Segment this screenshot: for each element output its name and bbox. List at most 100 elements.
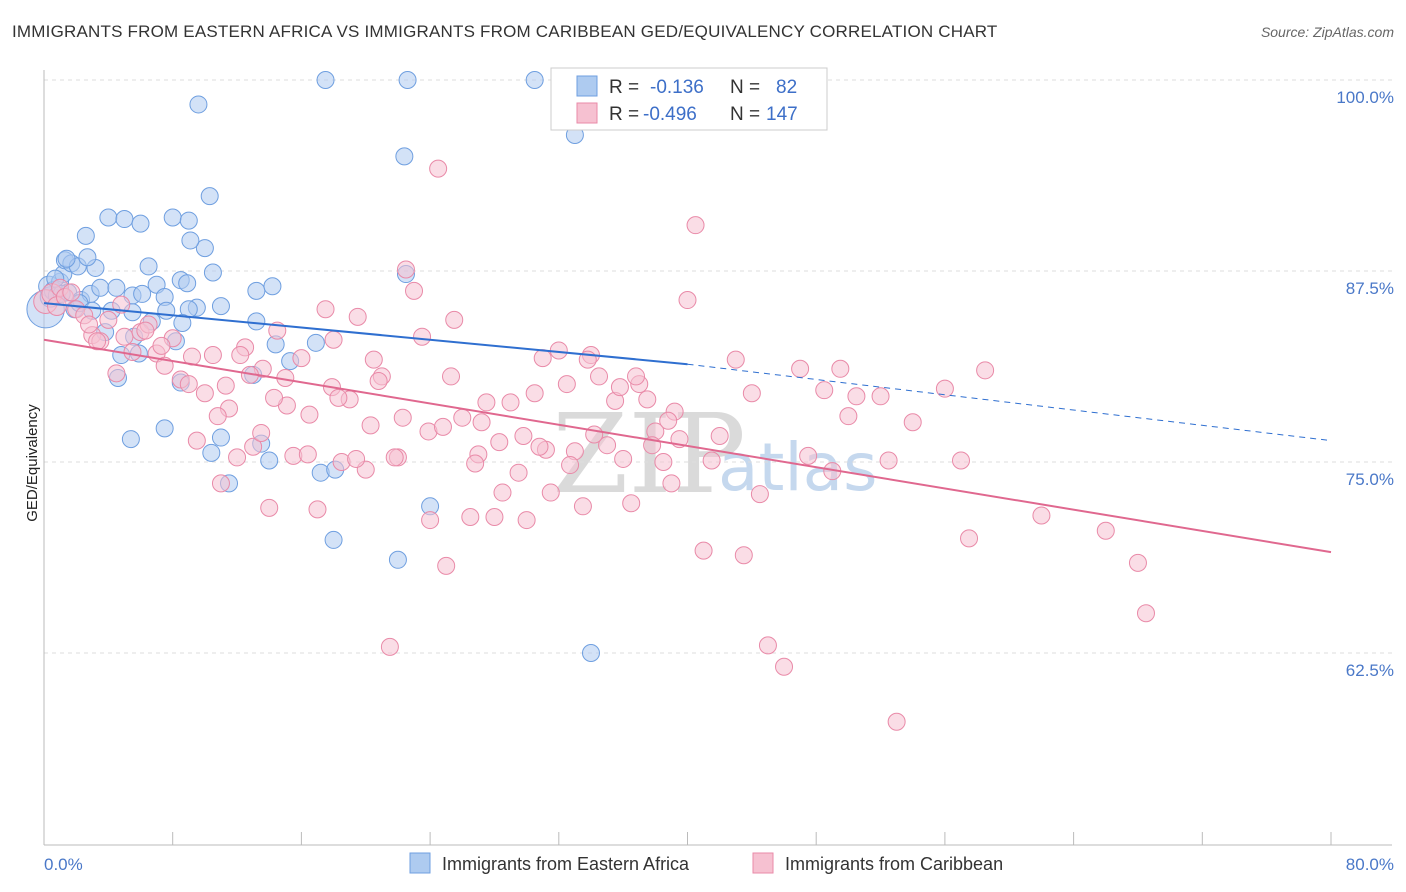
caribbean-point-69 xyxy=(573,497,592,516)
caribbean-point-144 xyxy=(610,378,629,397)
caribbean-point-17 xyxy=(155,356,174,375)
caribbean-point-52 xyxy=(437,556,456,575)
eastern-africa-point-51 xyxy=(260,451,279,470)
eastern-africa-point-46 xyxy=(211,428,230,447)
caribbean-point-77 xyxy=(638,390,657,409)
legend-n-label-2: N = xyxy=(730,104,760,125)
caribbean-point-53 xyxy=(445,310,464,329)
caribbean-point-145 xyxy=(659,411,678,430)
caribbean-point-38 xyxy=(324,330,343,349)
eastern-africa-point-43 xyxy=(173,313,192,332)
eastern-africa-point-31 xyxy=(203,263,222,282)
caribbean-point-140 xyxy=(433,417,452,436)
caribbean-point-131 xyxy=(627,367,646,386)
eastern-africa-point-52 xyxy=(263,277,282,296)
caribbean-point-39 xyxy=(332,453,351,471)
eastern-africa-point-16 xyxy=(91,278,110,297)
caribbean-point-96 xyxy=(871,387,890,406)
eastern-africa-point-79 xyxy=(133,284,152,303)
caribbean-point-115 xyxy=(231,346,250,365)
eastern-africa-point-59 xyxy=(324,530,343,549)
y-tick-labels: 62.5% 75.0% 87.5% 100.0% xyxy=(1336,88,1394,680)
caribbean-point-57 xyxy=(477,393,496,412)
eastern-africa-point-78 xyxy=(178,274,197,293)
y-tick-label-0: 62.5% xyxy=(1346,661,1394,680)
legend-swatch-eastern-africa xyxy=(576,75,598,97)
eastern-africa-point-75 xyxy=(247,312,266,331)
bottom-legend-label-eastern-africa: Immigrants from Eastern Africa xyxy=(442,854,690,874)
caribbean-point-99 xyxy=(903,413,922,432)
x-tick-label-1: 80.0% xyxy=(1346,855,1394,874)
caribbean-point-146 xyxy=(702,451,721,470)
caribbean-point-60 xyxy=(501,393,520,412)
eastern-africa-point-25 xyxy=(163,208,182,227)
caribbean-point-24 xyxy=(211,474,230,493)
trend-line-eastern-africa xyxy=(43,302,688,366)
legend-r-label-2: R = xyxy=(609,104,639,125)
eastern-africa-point-81 xyxy=(181,231,200,250)
y-tick-label-3: 100.0% xyxy=(1336,88,1394,107)
y-tick-label-2: 87.5% xyxy=(1346,279,1394,298)
caribbean-point-61 xyxy=(509,463,528,482)
caribbean-point-103 xyxy=(976,361,995,380)
caribbean-point-29 xyxy=(252,423,271,442)
caribbean-point-91 xyxy=(791,359,810,378)
caribbean-point-79 xyxy=(654,453,673,471)
eastern-africa-point-21 xyxy=(131,214,150,233)
eastern-africa-point-45 xyxy=(202,443,221,462)
caribbean-point-12 xyxy=(115,327,134,346)
caribbean-point-50 xyxy=(421,511,440,530)
caribbean-point-94 xyxy=(831,359,850,378)
caribbean-point-134 xyxy=(216,376,235,395)
caribbean-point-136 xyxy=(265,388,284,407)
eastern-africa-point-19 xyxy=(115,210,134,229)
bottom-legend-swatch-eastern-africa xyxy=(409,852,431,874)
caribbean-point-108 xyxy=(80,315,99,334)
caribbean-point-130 xyxy=(585,425,604,444)
eastern-africa-point-57 xyxy=(316,71,335,89)
eastern-africa-point-32 xyxy=(211,297,230,316)
caribbean-point-89 xyxy=(758,636,777,655)
y-tick-label-1: 75.0% xyxy=(1346,470,1394,489)
eastern-africa-point-62 xyxy=(398,71,417,89)
trend-line-eastern-africa-extension xyxy=(687,363,1332,442)
grid-lines xyxy=(44,79,1392,654)
eastern-africa-point-40 xyxy=(121,430,140,449)
caribbean-point-110 xyxy=(112,295,131,314)
caribbean-point-139 xyxy=(385,448,404,467)
eastern-africa-point-41 xyxy=(155,419,174,438)
eastern-africa-point-13 xyxy=(76,226,95,245)
caribbean-point-87 xyxy=(734,546,753,565)
caribbean-point-67 xyxy=(557,375,576,394)
watermark-atlas: atlas xyxy=(718,429,878,506)
eastern-africa-point-65 xyxy=(525,71,544,89)
caribbean-point-126 xyxy=(490,433,509,452)
caribbean-point-129 xyxy=(561,456,580,475)
caribbean-point-28 xyxy=(244,437,263,456)
eastern-africa-point-22 xyxy=(139,257,158,276)
caribbean-point-86 xyxy=(726,350,745,369)
caribbean-point-102 xyxy=(951,451,970,470)
bottom-legend-swatch-caribbean xyxy=(752,852,774,874)
caribbean-point-85 xyxy=(710,427,729,446)
legend-r-label-1: R = xyxy=(609,77,639,98)
caribbean-point-147 xyxy=(750,485,769,504)
caribbean-point-72 xyxy=(598,436,617,455)
caribbean-point-36 xyxy=(308,500,327,519)
caribbean-point-149 xyxy=(847,387,866,406)
caribbean-point-71 xyxy=(590,367,609,386)
eastern-africa-point-67 xyxy=(581,644,600,662)
caribbean-point-98 xyxy=(887,712,906,731)
caribbean-point-20 xyxy=(179,375,198,394)
caribbean-point-34 xyxy=(292,349,311,368)
eastern-africa-point-56 xyxy=(311,463,330,482)
caribbean-point-5 xyxy=(62,283,81,302)
caribbean-point-137 xyxy=(329,388,348,407)
trend-lines xyxy=(43,302,1332,554)
caribbean-point-48 xyxy=(405,281,424,300)
caribbean-point-122 xyxy=(393,408,412,427)
caribbean-point-13 xyxy=(123,342,142,361)
caribbean-point-55 xyxy=(461,508,480,527)
eastern-africa-point-30 xyxy=(200,187,219,206)
caribbean-point-37 xyxy=(316,300,335,319)
